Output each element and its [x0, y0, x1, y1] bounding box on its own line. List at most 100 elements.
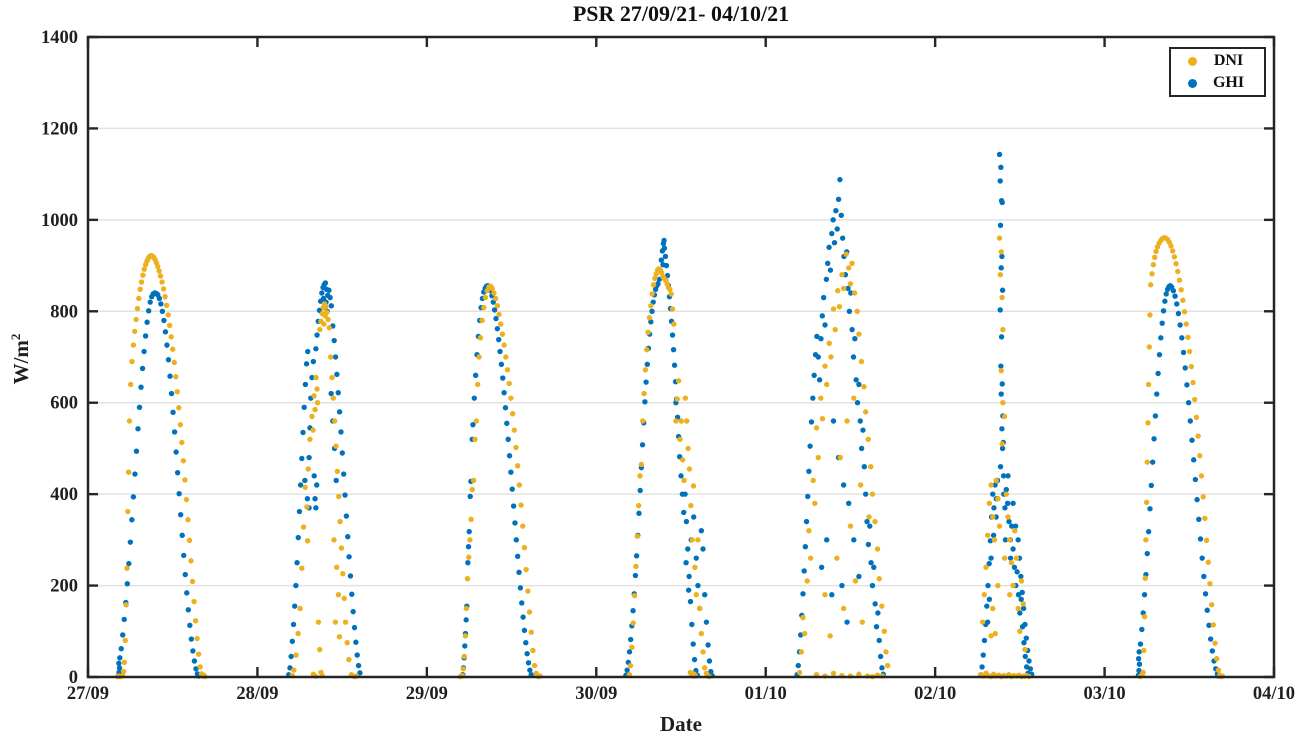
dni-data-point — [120, 668, 127, 675]
dni-data-point — [684, 418, 690, 424]
dni-data-point — [1006, 592, 1013, 598]
dni-data-point — [192, 618, 199, 624]
ghi-data-point — [1179, 335, 1185, 341]
dni-data-point — [166, 322, 173, 329]
dni-data-point — [1147, 282, 1154, 288]
dni-data-point — [177, 421, 184, 428]
ghi-data-point — [830, 217, 836, 223]
dni-data-point — [155, 263, 161, 270]
ghi-data-point — [144, 319, 150, 325]
dni-data-point — [635, 502, 642, 509]
dni-data-point — [317, 646, 323, 653]
dni-data-point — [331, 537, 337, 543]
ghi-data-point — [626, 649, 633, 655]
ghi-data-point — [136, 404, 143, 410]
y-axis-label: W/m2 — [8, 299, 34, 419]
dni-data-point — [506, 380, 512, 387]
ghi-data-point — [999, 253, 1005, 260]
dni-data-point — [861, 384, 867, 390]
dni-data-point — [317, 326, 323, 333]
ghi-data-point — [465, 544, 472, 550]
ghi-data-point — [690, 641, 696, 647]
ghi-data-point — [689, 621, 695, 628]
dni-data-point — [1173, 261, 1179, 267]
dni-data-point — [637, 473, 643, 479]
dni-data-point — [806, 528, 812, 534]
dni-data-point — [295, 630, 301, 637]
ghi-data-point — [705, 642, 711, 648]
ghi-data-point — [803, 518, 810, 525]
ghi-data-point — [829, 592, 835, 598]
y-tick-label: 1400 — [41, 28, 78, 48]
ghi-data-point — [1004, 500, 1011, 506]
ghi-data-point — [343, 513, 350, 519]
ghi-data-point — [328, 390, 334, 397]
ghi-data-point — [869, 582, 876, 589]
ghi-data-point — [857, 418, 863, 424]
ghi-data-point — [142, 333, 149, 339]
ghi-data-point — [190, 648, 196, 654]
ghi-data-point — [491, 307, 498, 313]
dni-data-point — [313, 374, 319, 381]
x-tick-label: 04/10 — [1253, 684, 1295, 704]
ghi-data-point — [300, 429, 306, 436]
ghi-data-point — [685, 546, 691, 552]
dni-data-point — [649, 291, 655, 297]
dni-data-point — [630, 620, 636, 626]
dni-data-point — [996, 523, 1003, 529]
ghi-data-point — [852, 336, 858, 342]
ghi-data-point — [838, 212, 844, 218]
ghi-data-point — [116, 660, 122, 666]
ghi-data-point — [811, 372, 817, 378]
ghi-data-point — [999, 381, 1005, 387]
dni-data-point — [997, 272, 1004, 278]
ghi-data-point — [508, 469, 514, 475]
dni-data-point — [856, 671, 862, 677]
ghi-data-point — [139, 365, 146, 372]
ghi-data-point — [1136, 649, 1142, 655]
ghi-data-point — [333, 477, 339, 484]
ghi-data-point — [1003, 486, 1010, 493]
dni-data-point — [979, 619, 986, 625]
ghi-data-point — [1137, 641, 1144, 647]
ghi-data-point — [999, 426, 1005, 432]
ghi-data-point — [161, 317, 167, 324]
ghi-data-point — [671, 362, 678, 368]
ghi-data-point — [644, 361, 650, 368]
legend-label-ghi: GHI — [1212, 74, 1245, 91]
dni-data-point — [468, 516, 474, 522]
dni-data-point — [162, 293, 168, 300]
ghi-data-point — [985, 582, 991, 589]
dni-data-point — [504, 367, 511, 373]
dni-data-point — [310, 427, 316, 433]
dni-data-point — [1200, 494, 1206, 500]
dni-data-point — [872, 518, 878, 525]
ghi-data-point — [795, 662, 801, 669]
ghi-data-point — [1190, 457, 1197, 463]
dni-data-point — [822, 592, 828, 598]
dni-data-point — [1153, 248, 1159, 255]
dni-data-point — [325, 316, 331, 323]
dni-data-point — [331, 418, 338, 424]
ghi-data-point — [118, 645, 124, 652]
ghi-data-point — [167, 373, 173, 379]
dni-data-point — [1203, 537, 1210, 544]
ghi-data-point — [826, 244, 832, 250]
ghi-data-point — [1189, 437, 1195, 443]
ghi-data-point — [815, 354, 821, 360]
dni-marker-icon — [1188, 56, 1197, 66]
dni-data-point — [827, 633, 833, 639]
dni-data-point — [324, 309, 330, 315]
dni-data-point — [334, 564, 340, 570]
dni-data-point — [1010, 582, 1016, 589]
dni-data-point — [851, 395, 857, 401]
dni-data-point — [125, 469, 132, 475]
ghi-data-point — [630, 608, 636, 614]
ghi-data-point — [1021, 640, 1027, 646]
dni-data-point — [1175, 268, 1181, 275]
dni-data-point — [336, 493, 342, 500]
dni-data-point — [1215, 667, 1222, 673]
dni-data-point — [1192, 396, 1198, 403]
ghi-data-point — [132, 471, 138, 477]
